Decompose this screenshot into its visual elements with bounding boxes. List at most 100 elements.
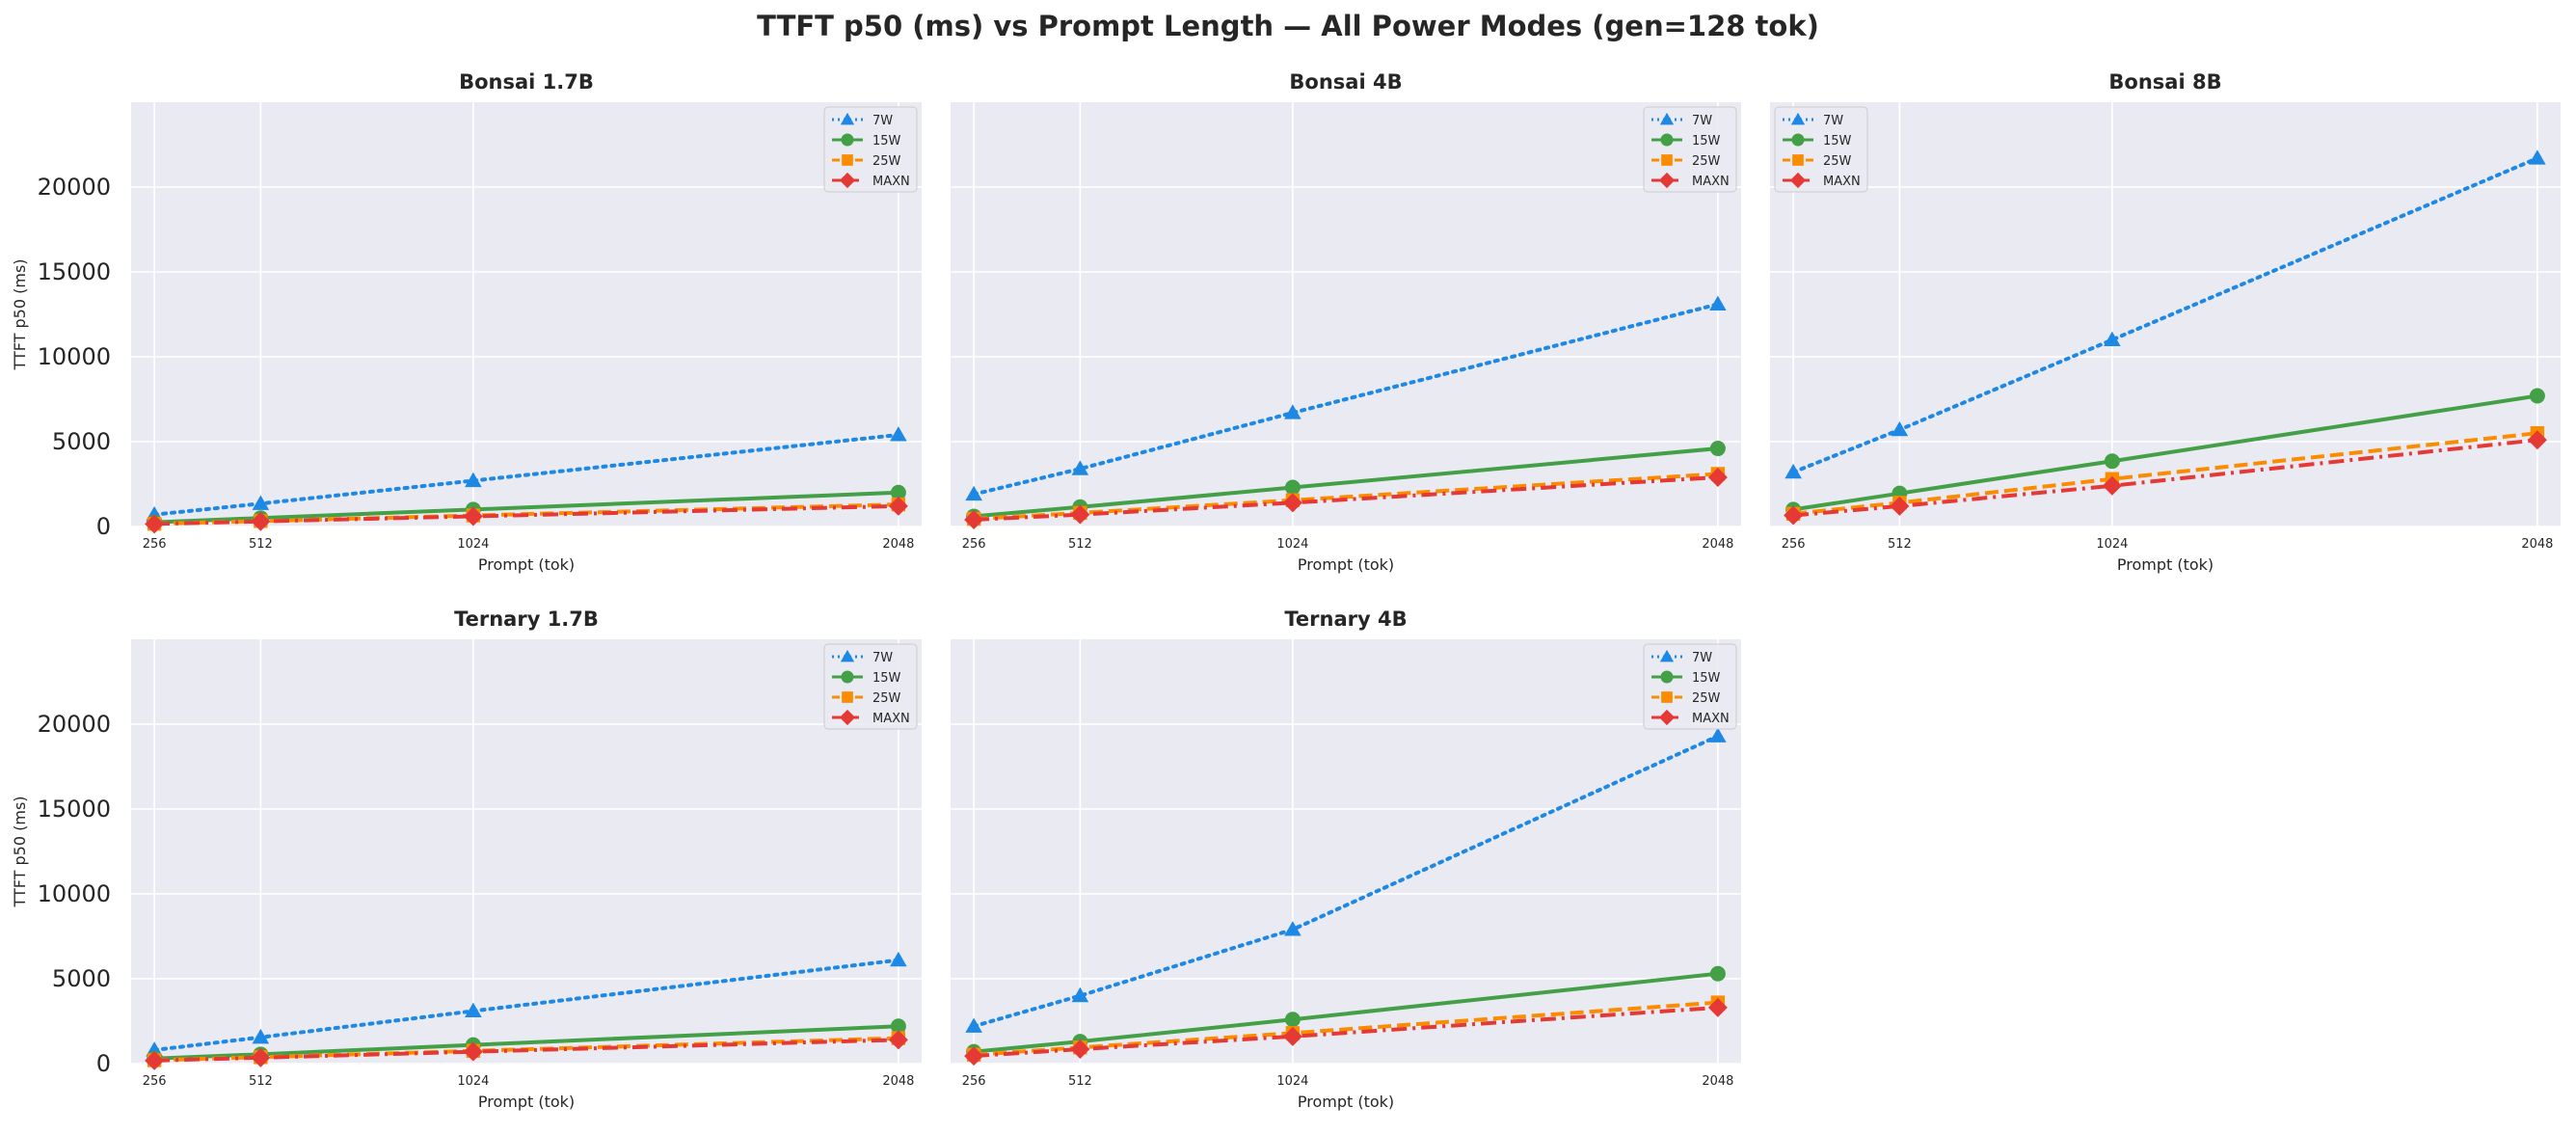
legend-item-7w: 7W xyxy=(832,649,893,665)
data-point-15w xyxy=(890,1018,906,1035)
legend-label: 15W xyxy=(1692,671,1721,686)
data-point-maxn xyxy=(964,1046,984,1066)
legend-item-25w: 25W xyxy=(832,154,901,169)
data-point-maxn xyxy=(2102,475,2122,496)
legend-item-15w: 15W xyxy=(832,670,901,686)
legend-box xyxy=(1643,106,1737,193)
x-tick-label: 2048 xyxy=(1702,537,1733,552)
legend-item-7w: 7W xyxy=(832,112,893,128)
x-tick-label: 256 xyxy=(143,537,167,552)
legend-label: 7W xyxy=(1692,114,1712,128)
data-point-maxn xyxy=(1070,1040,1090,1060)
data-point-15w xyxy=(1709,965,1726,982)
legend-box xyxy=(1643,643,1737,730)
legend-label: MAXN xyxy=(872,712,910,726)
series-line-maxn xyxy=(154,503,899,526)
data-point-7w xyxy=(1284,404,1301,419)
legend-marker xyxy=(1660,670,1674,684)
panel-title: Ternary 1.7B xyxy=(454,608,599,631)
panel-bonsai-8b: Bonsai 8B 256 512 1024 2048 Prompt (tok) 7W 15W… xyxy=(1770,70,2561,574)
legend: 7W 15W 25W MAXN xyxy=(1643,106,1737,193)
series-line-25w xyxy=(1792,431,2538,516)
legend-marker xyxy=(1661,154,1673,166)
legend: 7W 15W 25W MAXN xyxy=(1774,106,1868,193)
legend-marker xyxy=(1658,709,1676,726)
data-point-maxn xyxy=(1784,505,1804,526)
plot-area xyxy=(131,102,922,526)
data-point-maxn xyxy=(145,1050,165,1070)
data-point-7w xyxy=(965,1017,982,1033)
data-point-maxn xyxy=(1707,467,1728,487)
data-point-maxn xyxy=(1070,504,1090,525)
data-point-15w xyxy=(890,484,906,500)
legend-label: 15W xyxy=(1823,134,1852,148)
series-line-25w xyxy=(974,472,1719,522)
plot-area xyxy=(1770,102,2561,526)
legend-marker xyxy=(842,154,853,166)
series-maxn xyxy=(964,467,1728,529)
series-line-maxn xyxy=(973,1005,1719,1059)
legend-item-maxn: MAXN xyxy=(1651,172,1730,189)
legend-item-25w: 25W xyxy=(1783,154,1852,169)
legend-marker xyxy=(841,133,854,147)
legend-marker xyxy=(1790,112,1806,125)
legend-box xyxy=(1774,106,1868,193)
legend: 7W 15W 25W MAXN xyxy=(823,106,918,193)
x-tick-label: 2048 xyxy=(1702,1074,1733,1089)
series-maxn xyxy=(145,496,908,534)
y-tick-label: 5000 xyxy=(52,965,111,992)
legend-item-maxn: MAXN xyxy=(1651,709,1730,726)
legend-item-15w: 15W xyxy=(1783,133,1852,148)
legend-marker xyxy=(839,172,856,189)
data-point-maxn xyxy=(463,1041,483,1062)
legend-marker xyxy=(1661,691,1673,703)
legend-marker xyxy=(840,649,855,662)
legend-box xyxy=(823,643,918,730)
data-point-maxn xyxy=(1282,493,1302,513)
x-tick-label: 1024 xyxy=(1276,537,1308,552)
y-tick-label: 20000 xyxy=(38,711,111,738)
y-tick-label: 15000 xyxy=(38,796,111,823)
data-point-7w xyxy=(965,485,982,501)
legend: 7W 15W 25W MAXN xyxy=(823,643,918,730)
panel-ternary-4b: Ternary 4B 256 512 1024 2048 Prompt (tok) 7W 15… xyxy=(951,608,1741,1111)
legend-label: 7W xyxy=(872,114,893,128)
panel-bonsai-4b: Bonsai 4B 256 512 1024 2048 Prompt (tok) 7W 15W… xyxy=(951,70,1741,574)
legend-marker xyxy=(1789,172,1807,189)
series-line-15w xyxy=(154,490,899,525)
y-tick-label: 20000 xyxy=(38,174,111,201)
series-line-maxn xyxy=(1792,438,2538,518)
legend-marker xyxy=(841,670,854,684)
x-tick-label: 1024 xyxy=(457,537,489,552)
legend-item-7w: 7W xyxy=(1651,112,1712,128)
data-point-7w xyxy=(1891,420,1909,437)
data-point-7w xyxy=(252,1028,270,1044)
data-point-maxn xyxy=(145,514,165,534)
data-point-maxn xyxy=(1282,1026,1302,1046)
legend-marker xyxy=(1659,649,1675,662)
legend-marker xyxy=(842,691,853,703)
series-line-7w xyxy=(972,302,1720,497)
series-line-7w xyxy=(1791,156,2539,474)
series-line-maxn xyxy=(154,1038,899,1063)
x-axis-label: Prompt (tok) xyxy=(2117,555,2214,574)
plot-area xyxy=(131,639,922,1064)
legend-item-25w: 25W xyxy=(1651,691,1721,706)
data-point-7w xyxy=(1071,986,1089,1003)
data-point-7w xyxy=(1284,921,1301,936)
plot-area xyxy=(951,102,1741,526)
data-point-7w xyxy=(890,426,907,442)
legend-item-25w: 25W xyxy=(1651,154,1721,169)
legend-label: 7W xyxy=(872,651,893,665)
x-tick-label: 1024 xyxy=(1276,1074,1308,1089)
series-line-7w xyxy=(152,958,900,1052)
panel-ternary-1-7b: Ternary 1.7B 256 512 1024 2048 Prompt (tok) 0 5… xyxy=(11,608,922,1111)
legend-item-7w: 7W xyxy=(1651,649,1712,665)
series-maxn xyxy=(964,997,1728,1066)
legend-label: 15W xyxy=(1692,134,1721,148)
x-tick-label: 512 xyxy=(1068,537,1092,552)
y-tick-label: 10000 xyxy=(38,343,111,370)
series-line-15w xyxy=(973,971,1719,1054)
x-tick-label: 512 xyxy=(249,1074,273,1089)
